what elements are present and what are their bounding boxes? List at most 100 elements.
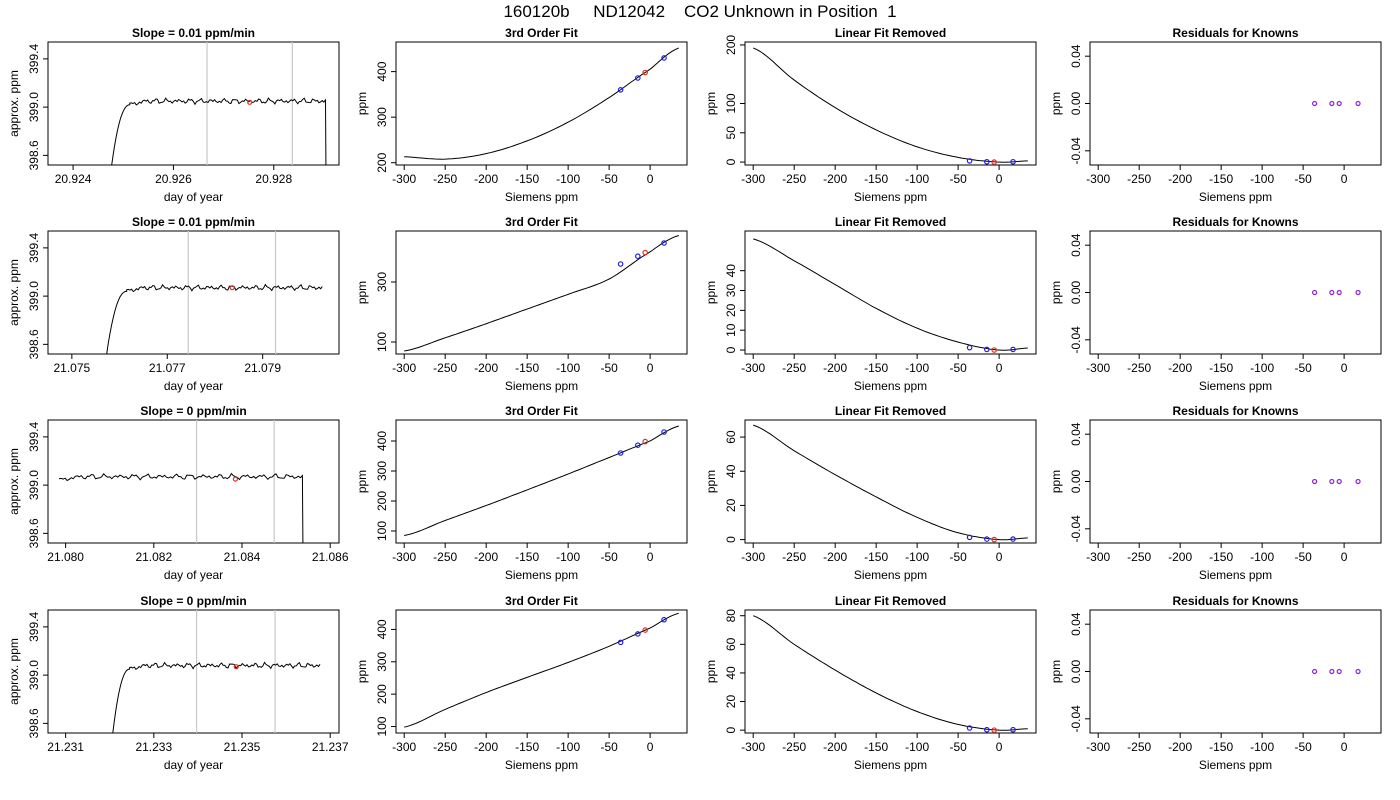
unknown-point xyxy=(642,249,648,256)
plot-title: Linear Fit Removed xyxy=(835,215,946,229)
unknown-point xyxy=(991,347,997,353)
x-tick-label: 0 xyxy=(996,361,1003,375)
plot-area xyxy=(1312,478,1361,485)
plot-title: Linear Fit Removed xyxy=(835,26,946,40)
x-tick-label: 0 xyxy=(1341,361,1348,375)
y-tick-label: 399.0 xyxy=(27,281,41,311)
x-tick-label: 20.928 xyxy=(255,172,292,186)
x-tick-label: -200 xyxy=(823,740,847,754)
plot-area xyxy=(753,238,1028,353)
ppm-trace xyxy=(112,661,321,733)
y-tick-label: 0 xyxy=(724,726,738,733)
y-tick-label: 100 xyxy=(724,93,738,113)
known-point xyxy=(984,726,990,733)
plot-frame xyxy=(395,41,688,166)
x-tick-label: -100 xyxy=(1250,740,1274,754)
x-tick-label: -150 xyxy=(515,361,539,375)
x-tick-label: -250 xyxy=(433,550,457,564)
x-axis-label: day of year xyxy=(164,190,223,204)
y-tick-label: 0 xyxy=(724,346,738,353)
y-axis-label: ppm xyxy=(704,92,718,115)
plot-area xyxy=(404,612,679,728)
page-title: 160120b ND12042 CO2 Unknown in Position … xyxy=(503,2,897,21)
x-tick-label: -150 xyxy=(515,172,539,186)
plot-area xyxy=(753,615,1028,733)
plot-title: Linear Fit Removed xyxy=(835,404,946,418)
known-point xyxy=(661,429,667,435)
y-tick-label: 398.6 xyxy=(27,329,41,359)
subplot-r3-c1: Slope = 0 ppm/min 21.080 21.082 21.084 21.08… xyxy=(7,404,349,582)
plot-area xyxy=(58,420,304,543)
y-tick-label: 50 xyxy=(724,126,738,140)
y-tick-label: 40 xyxy=(724,264,738,278)
x-tick-label: 21.077 xyxy=(149,361,186,375)
plot-title: Residuals for Knowns xyxy=(1172,594,1298,608)
subplot-r2-c3: Linear Fit Removed -300 -250 -200 -150 -100 -5… xyxy=(704,215,1037,393)
plot-frame xyxy=(744,41,1037,166)
y-tick-label: 40 xyxy=(724,666,738,680)
plot-area xyxy=(404,235,679,352)
x-tick-label: -300 xyxy=(1086,361,1110,375)
plot-title: Slope = 0.01 ppm/min xyxy=(132,26,255,40)
y-tick-label: 0 xyxy=(724,536,738,543)
x-axis-label: day of year xyxy=(164,379,223,393)
x-tick-label: -50 xyxy=(600,550,618,564)
y-axis-label: ppm xyxy=(704,281,718,304)
x-tick-label: -50 xyxy=(949,361,967,375)
x-axis-label: Siemens ppm xyxy=(505,190,578,204)
plot-area xyxy=(1312,289,1361,296)
y-tick-label: 20 xyxy=(724,695,738,709)
known-point xyxy=(984,346,990,353)
x-tick-label: -200 xyxy=(474,172,498,186)
subplot-r2-c2: 3rd Order Fit -300 -250 -200 -150 -100 -50 0 100… xyxy=(355,215,688,393)
residual-point xyxy=(1312,289,1318,296)
y-tick-label: 0.00 xyxy=(1069,91,1083,115)
x-tick-label: 21.233 xyxy=(135,740,172,754)
x-axis-label: day of year xyxy=(164,568,223,582)
y-tick-label: -0.04 xyxy=(1069,326,1083,354)
y-tick-label: 0.04 xyxy=(1069,44,1083,68)
residual-point xyxy=(1336,100,1342,107)
x-tick-label: -100 xyxy=(556,740,580,754)
known-point xyxy=(635,253,641,260)
x-axis-label: Siemens ppm xyxy=(505,568,578,582)
y-tick-label: 0.00 xyxy=(1069,280,1083,304)
x-tick-label: -250 xyxy=(782,361,806,375)
plot-title: 3rd Order Fit xyxy=(505,26,578,40)
y-tick-label: 400 xyxy=(375,619,389,639)
plot-frame xyxy=(47,230,340,355)
known-point xyxy=(661,616,667,623)
x-axis-label: Siemens ppm xyxy=(854,379,927,393)
known-point xyxy=(966,158,973,164)
y-tick-label: 0.04 xyxy=(1069,422,1083,446)
residual-point xyxy=(1355,668,1361,675)
y-tick-label: 200 xyxy=(375,152,389,172)
residual-point xyxy=(1355,289,1361,296)
x-tick-label: -250 xyxy=(1127,172,1151,186)
y-tick-label: 399.4 xyxy=(27,44,41,74)
y-tick-label: 40 xyxy=(724,464,738,478)
y-axis-label: ppm xyxy=(1049,92,1063,115)
subplot-r1-c1: Slope = 0.01 ppm/min 20.924 20.926 20.928 39… xyxy=(7,26,340,204)
x-tick-label: -300 xyxy=(392,740,416,754)
plot-title: Slope = 0 ppm/min xyxy=(140,404,246,418)
plot-title: Residuals for Knowns xyxy=(1172,404,1298,418)
y-tick-label: 100 xyxy=(375,716,389,736)
y-axis-label: ppm xyxy=(1049,470,1063,493)
y-axis-label: ppm xyxy=(355,660,369,683)
unknown-marker xyxy=(233,664,239,670)
x-tick-label: -250 xyxy=(782,172,806,186)
known-point xyxy=(617,639,624,646)
residual-point xyxy=(1355,100,1361,107)
y-axis-label: ppm xyxy=(355,92,369,115)
y-tick-label: 399.0 xyxy=(27,470,41,500)
fit-curve xyxy=(752,47,1028,163)
x-tick-label: 21.237 xyxy=(312,740,349,754)
x-tick-label: -200 xyxy=(1168,172,1192,186)
known-point xyxy=(661,55,667,61)
x-tick-label: 0 xyxy=(1341,172,1348,186)
x-tick-label: -200 xyxy=(823,361,847,375)
known-point xyxy=(984,536,990,542)
unknown-point xyxy=(991,159,997,165)
plot-frame xyxy=(47,609,340,734)
